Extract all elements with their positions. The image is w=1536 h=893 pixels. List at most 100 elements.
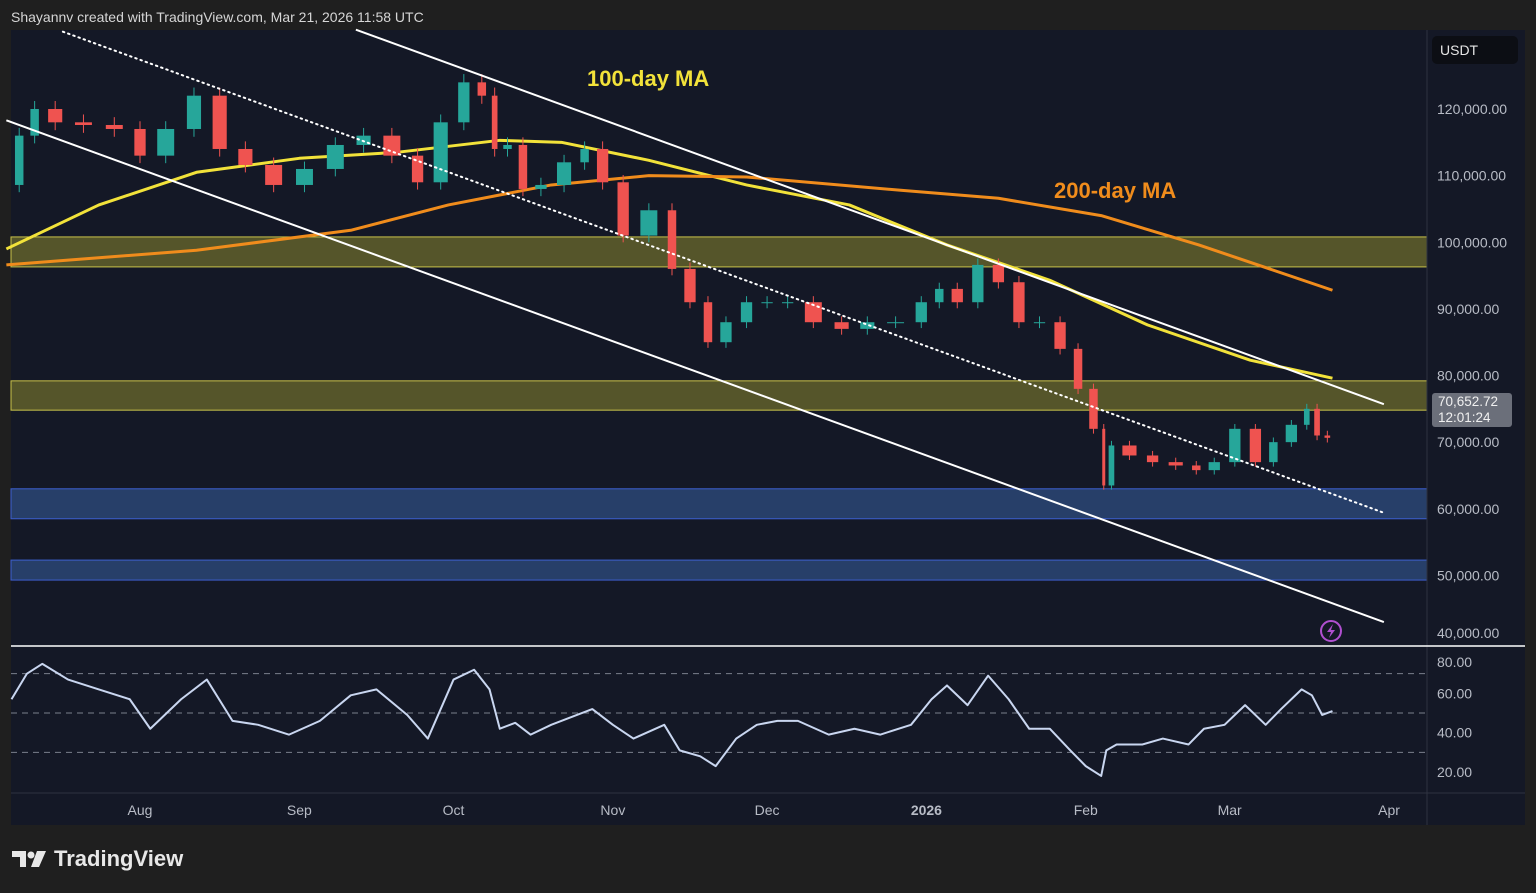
- moving-averages-layer: [5, 138, 1333, 380]
- candle-down: [238, 148, 253, 165]
- candle-up: [458, 82, 470, 123]
- rsi-layer: [10, 662, 1333, 777]
- candle-down: [596, 148, 609, 183]
- demand-zone: [10, 488, 1428, 520]
- candle-up: [1285, 424, 1298, 443]
- rsi-tick: 20.00: [1437, 764, 1472, 780]
- candle-up: [295, 168, 313, 185]
- ma100-label: 100-day MA: [587, 66, 709, 91]
- ma200-line: [6, 174, 1333, 292]
- candle-up: [740, 302, 753, 323]
- candle-down: [212, 95, 227, 149]
- price-tick: 40,000.00: [1437, 625, 1499, 641]
- candle-down: [1089, 388, 1098, 429]
- candle-down: [1054, 322, 1066, 349]
- candle-down: [617, 182, 629, 236]
- trendlines-layer: [6, 28, 1385, 623]
- demand-zone: [10, 559, 1428, 581]
- candle-up: [157, 128, 175, 156]
- time-tick: Feb: [1074, 802, 1098, 818]
- candle-down: [992, 264, 1005, 283]
- time-tick: Oct: [443, 802, 465, 818]
- candle-up: [761, 302, 773, 304]
- axes-layer: 120,000.00 110,000.00 100,000.00 90,000.00 8…: [11, 30, 1525, 825]
- candle-down: [1168, 462, 1183, 466]
- candle-down: [1249, 428, 1262, 463]
- supply-zone: [10, 380, 1428, 411]
- rsi-tick: 60.00: [1437, 685, 1472, 701]
- candle-up: [1208, 462, 1220, 471]
- time-tick: Dec: [755, 802, 780, 818]
- candle-down: [518, 144, 528, 189]
- currency-selector[interactable]: USDT: [1432, 36, 1518, 64]
- rsi-tick: 80.00: [1437, 654, 1472, 670]
- candle-up: [30, 109, 39, 136]
- candle-up: [720, 322, 732, 343]
- price-tick: 80,000.00: [1437, 368, 1499, 384]
- last-price-label: 70,652.72 12:01:24: [1432, 393, 1512, 427]
- brand-name: TradingView: [54, 846, 184, 871]
- candle-down: [411, 155, 424, 183]
- candle-down: [74, 122, 92, 125]
- lightning-icon[interactable]: [1320, 620, 1342, 642]
- price-tick: 70,000.00: [1437, 434, 1499, 450]
- candle-down: [491, 95, 498, 149]
- candle-up: [860, 322, 875, 329]
- rsi-line: [10, 662, 1333, 777]
- supply-zone: [10, 236, 1428, 268]
- time-tick: Mar: [1218, 802, 1242, 818]
- candle-down: [1324, 435, 1331, 438]
- candle-down: [1073, 348, 1083, 389]
- candle-up: [503, 144, 512, 149]
- time-tick: Aug: [128, 802, 153, 818]
- price-tick: 100,000.00: [1437, 234, 1507, 250]
- candle-down: [1122, 445, 1137, 456]
- candle-down: [1192, 465, 1201, 471]
- candle-up: [14, 135, 24, 185]
- candle-up: [640, 210, 658, 236]
- time-tick: Sep: [287, 802, 312, 818]
- candle-down: [48, 109, 63, 123]
- candle-down: [477, 82, 487, 96]
- price-tick: 50,000.00: [1437, 567, 1499, 583]
- last-price: 70,652.72: [1438, 394, 1499, 409]
- candle-down: [1013, 282, 1025, 323]
- candles-layer: [14, 74, 1331, 490]
- candle-up: [1033, 322, 1046, 324]
- candle-up: [972, 264, 984, 303]
- tradingview-logo[interactable]: TradingView: [12, 846, 183, 872]
- candle-up: [326, 144, 344, 169]
- candle-up: [1303, 408, 1310, 425]
- candle-down: [1314, 408, 1320, 436]
- time-tick: Nov: [600, 802, 625, 818]
- candle-up: [887, 322, 905, 324]
- candle-down: [667, 210, 677, 269]
- candle-down: [834, 322, 849, 329]
- candle-down: [383, 135, 401, 156]
- tradingview-logo-icon: [12, 851, 46, 867]
- candle-down: [1102, 428, 1106, 486]
- candle-up: [535, 184, 547, 189]
- chart-credit: Shayannv created with TradingView.com, M…: [11, 9, 424, 25]
- price-tick: 60,000.00: [1437, 501, 1499, 517]
- candle-down: [951, 288, 963, 303]
- time-tick: 2026: [911, 802, 942, 818]
- candle-down: [265, 164, 283, 185]
- candle-down: [134, 128, 146, 156]
- candle-up: [1269, 442, 1278, 463]
- candle-up: [935, 288, 944, 303]
- dotted-trendline: [61, 30, 1385, 514]
- ma200-label: 200-day MA: [1054, 178, 1176, 203]
- bar-countdown: 12:01:24: [1438, 410, 1491, 425]
- price-tick: 120,000.00: [1437, 101, 1507, 117]
- candle-up: [781, 302, 794, 304]
- ma100-line: [5, 138, 1333, 380]
- candle-up: [556, 162, 572, 185]
- candle-down: [703, 302, 713, 343]
- candle-up: [433, 122, 448, 183]
- candle-up: [1108, 445, 1115, 486]
- candle-down: [1146, 455, 1159, 463]
- solid-trendline: [6, 119, 1385, 623]
- candle-down: [105, 124, 123, 129]
